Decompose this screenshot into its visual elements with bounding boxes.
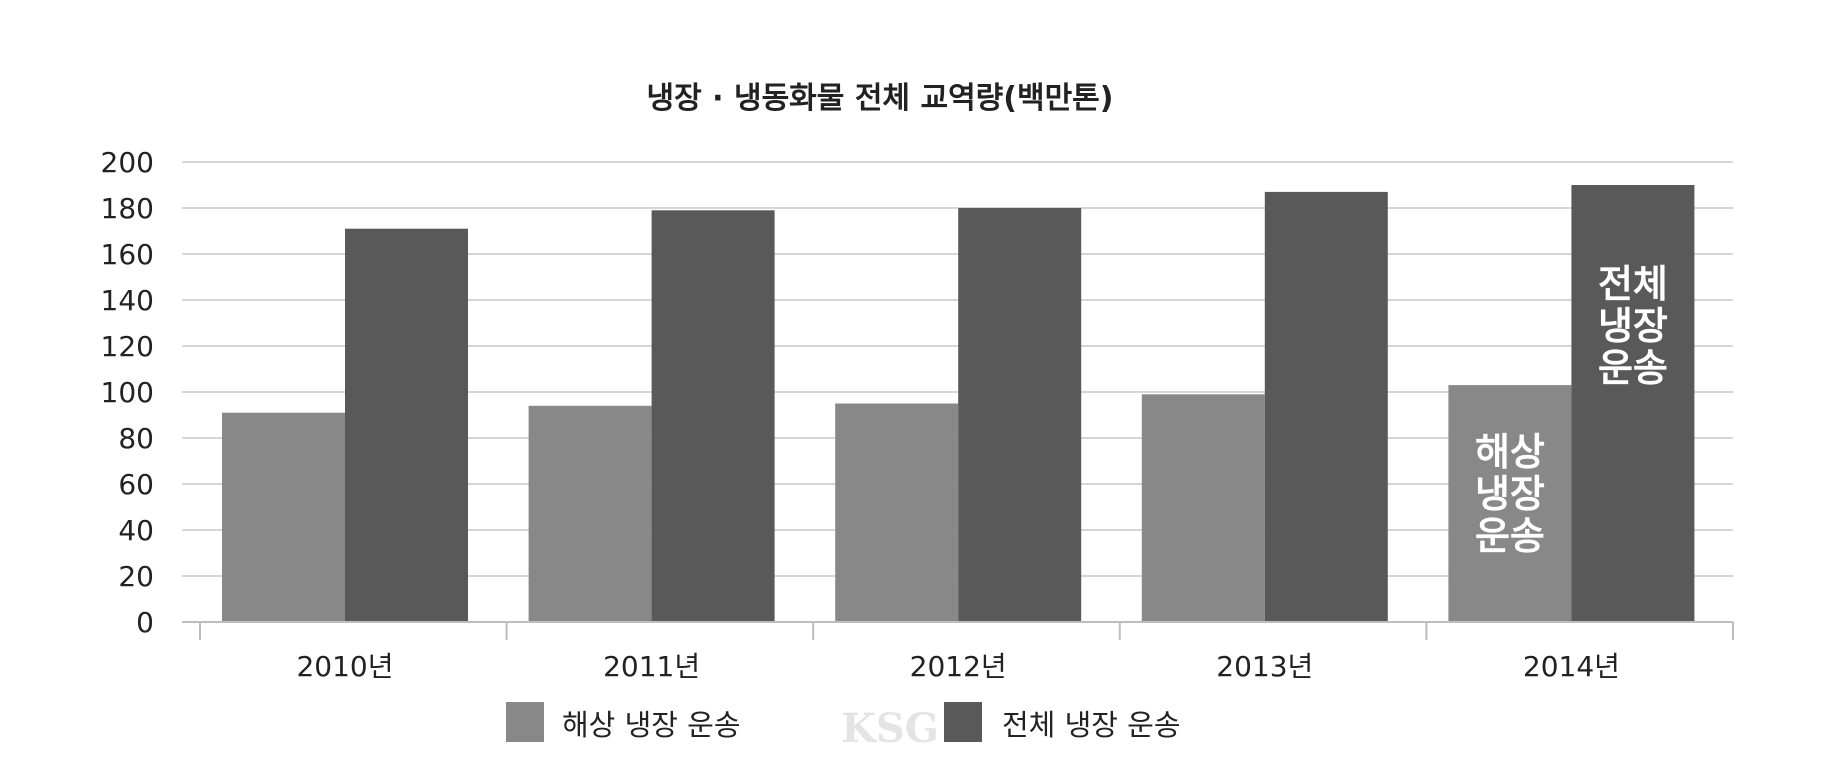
- legend-label: 해상 냉장 운송: [562, 708, 741, 742]
- y-tick-label: 200: [101, 146, 154, 179]
- x-tick-label: 2014년: [1523, 650, 1620, 683]
- y-tick-label: 20: [118, 560, 154, 593]
- y-tick-label: 100: [101, 376, 154, 409]
- bar-sea-reefer: [528, 405, 652, 622]
- y-tick-label: 120: [101, 330, 154, 363]
- bar-total-reefer: [958, 208, 1082, 622]
- bar-sea-reefer: [1141, 394, 1265, 622]
- y-tick-label: 0: [136, 606, 154, 639]
- bar-total-reefer: [651, 210, 775, 623]
- y-axis: 0 20 40 60 80 100 120 140 160 180 200: [101, 146, 154, 639]
- x-tick-label: 2013년: [1216, 650, 1313, 683]
- y-tick-label: 140: [101, 284, 154, 317]
- bar-annotation-line: 전체: [1598, 262, 1668, 306]
- y-tick-label: 80: [118, 422, 154, 455]
- y-tick-label: 160: [101, 238, 154, 271]
- y-tick-label: 180: [101, 192, 154, 225]
- y-tick-label: 40: [118, 514, 154, 547]
- bar-sea-reefer: [835, 403, 959, 622]
- x-axis: 2010년 2011년 2012년 2013년 2014년: [182, 621, 1734, 683]
- legend: 해상 냉장 운송 전체 냉장 운송 KSG: [506, 702, 1181, 752]
- bar-total-reefer: [1264, 191, 1388, 622]
- chart-title: 냉장 · 냉동화물 전체 교역량(백만톤): [647, 81, 1114, 116]
- bar-annotation-line: 운송: [1475, 514, 1545, 558]
- bar-annotation-line: 운송: [1598, 346, 1668, 390]
- bar-total-reefer: [345, 228, 468, 622]
- bar-total-reefer: [1571, 185, 1695, 622]
- x-tick-label: 2012년: [910, 650, 1007, 683]
- bars: [222, 185, 1695, 623]
- legend-label: 전체 냉장 운송: [1002, 708, 1181, 742]
- legend-swatch: [506, 702, 544, 742]
- bar-annotation-line: 해상: [1475, 430, 1545, 474]
- y-tick-label: 60: [118, 468, 154, 501]
- bar-sea-reefer: [1448, 385, 1572, 622]
- legend-swatch: [944, 702, 982, 742]
- x-tick-label: 2011년: [603, 650, 700, 683]
- bar-annotation-line: 냉장: [1598, 304, 1668, 348]
- bar-annotation-line: 냉장: [1475, 472, 1545, 516]
- bar-sea-reefer: [222, 412, 345, 622]
- x-tick-label: 2010년: [296, 650, 393, 683]
- watermark: KSG: [841, 705, 939, 752]
